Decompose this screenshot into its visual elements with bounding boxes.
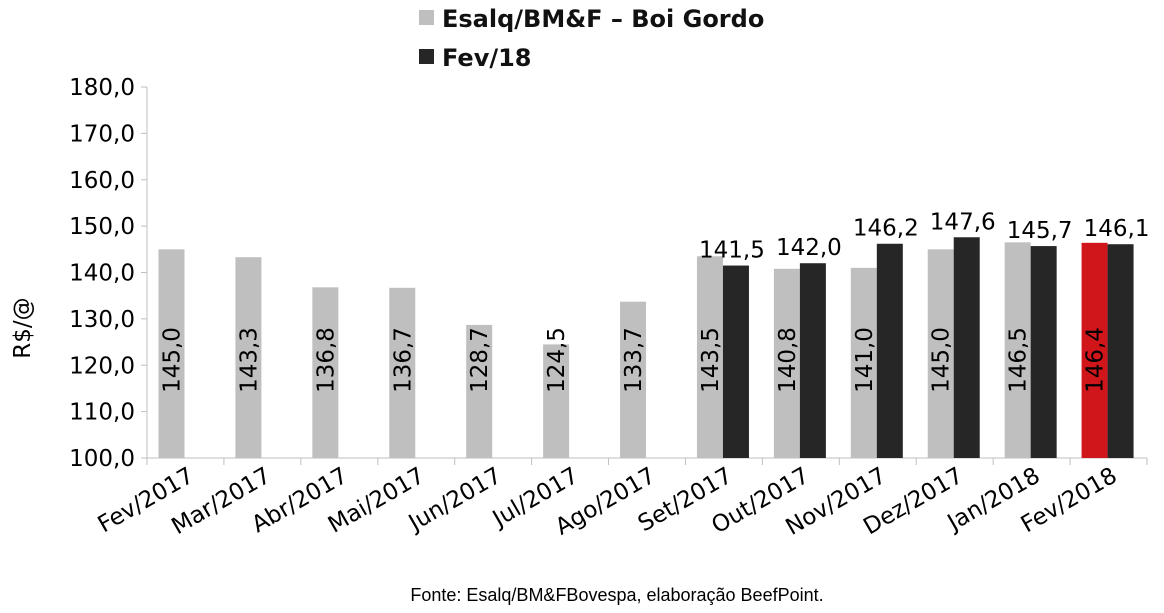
legend-swatch-esalq — [419, 10, 434, 25]
bar-esalq — [696, 256, 723, 458]
y-tick-label: 150,0 — [69, 214, 135, 240]
bar-fev18 — [1030, 246, 1057, 458]
data-label-fev18: 146,2 — [853, 216, 919, 242]
data-label-fev18: 146,1 — [1084, 216, 1150, 242]
data-label-esalq: 146,5 — [1006, 327, 1032, 393]
bar-esalq — [235, 257, 262, 458]
data-label-esalq: 146,4 — [1083, 327, 1109, 393]
bar-fev18 — [1107, 244, 1134, 458]
bar-esalq — [158, 249, 185, 458]
data-label-esalq: 140,8 — [775, 327, 801, 393]
data-label-fev18: 142,0 — [776, 235, 842, 261]
bar-esalq — [927, 249, 954, 458]
legend: Esalq/BM&F – Boi Gordo Fev/18 — [419, 5, 764, 72]
y-tick-label: 160,0 — [69, 168, 135, 194]
bar-esalq — [1004, 242, 1031, 458]
data-label-esalq: 128,7 — [467, 327, 493, 393]
data-label-fev18: 147,6 — [930, 209, 996, 235]
y-tick-label: 120,0 — [69, 353, 135, 379]
y-axis-label: R$/@ — [10, 297, 36, 358]
y-tick-label: 140,0 — [69, 261, 135, 287]
bar-esalq — [1081, 242, 1108, 458]
legend-label-esalq: Esalq/BM&F – Boi Gordo — [442, 5, 764, 33]
y-tick-label: 100,0 — [69, 446, 135, 472]
data-label-esalq: 143,3 — [236, 327, 262, 393]
data-label-esalq: 145,0 — [929, 327, 955, 393]
bar-fev18 — [722, 265, 749, 458]
bar-esalq — [850, 267, 877, 458]
data-label-esalq: 136,7 — [390, 327, 416, 393]
bar-esalq — [389, 287, 416, 458]
bar-esalq — [773, 268, 800, 458]
y-tick-label: 110,0 — [69, 400, 135, 426]
bar-fev18 — [799, 263, 826, 458]
bar-esalq — [466, 324, 493, 458]
bar-esalq — [543, 344, 570, 458]
data-label-fev18: 145,7 — [1007, 218, 1073, 244]
data-label-esalq: 141,0 — [852, 327, 878, 393]
data-label-esalq: 145,0 — [160, 327, 186, 393]
data-label-esalq: 124,5 — [544, 327, 570, 393]
data-label-esalq: 143,5 — [698, 327, 724, 393]
bar-esalq — [312, 287, 339, 458]
y-tick-label: 130,0 — [69, 307, 135, 333]
legend-label-fev18: Fev/18 — [442, 44, 532, 72]
data-label-fev18: 141,5 — [699, 238, 765, 264]
bar-fev18 — [953, 237, 980, 458]
legend-swatch-fev18 — [419, 49, 434, 64]
bar-fev18 — [876, 243, 903, 458]
data-label-esalq: 136,8 — [313, 327, 339, 393]
data-label-esalq: 133,7 — [621, 327, 647, 393]
y-tick-label: 170,0 — [69, 121, 135, 147]
bar-esalq — [620, 301, 647, 458]
source-note: Fonte: Esalq/BM&FBovespa, elaboração Bee… — [410, 585, 823, 605]
y-tick-label: 180,0 — [69, 75, 135, 101]
